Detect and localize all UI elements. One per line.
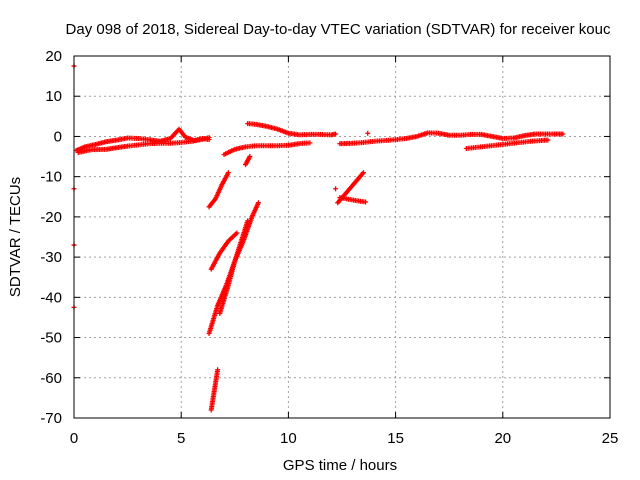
data-point xyxy=(333,131,339,137)
data-point xyxy=(225,170,231,176)
data-point xyxy=(545,137,551,143)
x-tick-label: 15 xyxy=(387,430,404,447)
data-point xyxy=(255,200,261,206)
y-tick-label: -40 xyxy=(40,289,62,306)
y-tick-label: -70 xyxy=(40,410,62,427)
chart-title: Day 098 of 2018, Sidereal Day-to-day VTE… xyxy=(66,21,611,38)
plot-frame xyxy=(73,55,611,419)
y-tick-label: -60 xyxy=(40,370,62,387)
y-tick-label: -30 xyxy=(40,249,62,266)
data-point xyxy=(307,140,313,146)
data-point xyxy=(234,230,240,236)
y-tick-label: -10 xyxy=(40,169,62,186)
data-point xyxy=(360,170,366,176)
data-point xyxy=(333,186,339,192)
series-main-mid-lower xyxy=(221,140,311,158)
series-descent-d xyxy=(217,220,250,316)
data-point xyxy=(245,218,251,224)
series-descent-e xyxy=(208,368,220,413)
series-short-rise xyxy=(243,155,252,168)
data-point xyxy=(215,367,221,373)
x-tick-label: 25 xyxy=(602,430,619,447)
y-tick-label: 0 xyxy=(54,128,62,145)
y-axis-label: SDTVAR / TECUs xyxy=(7,177,24,297)
plot-points xyxy=(71,63,566,413)
series-main-late xyxy=(337,130,564,147)
y-ticks: 20 10 0 -10 -20 -30 -40 -50 -60 -70 xyxy=(40,48,610,427)
y-tick-label: -50 xyxy=(40,330,62,347)
y-tick-label: 20 xyxy=(45,48,62,65)
y-tick-label: 10 xyxy=(45,88,62,105)
x-tick-label: 5 xyxy=(177,430,185,447)
series-cluster-13h xyxy=(335,171,365,206)
data-point xyxy=(363,199,369,205)
data-point xyxy=(365,130,371,136)
x-axis-label: GPS time / hours xyxy=(283,457,397,474)
series-descent-b xyxy=(208,231,239,272)
x-tick-label: 20 xyxy=(494,430,511,447)
series-main-early-lower xyxy=(75,135,210,156)
series-main-early-upper xyxy=(73,126,210,154)
series-descent-a xyxy=(206,171,231,210)
data-point xyxy=(206,135,212,141)
x-tick-label: 10 xyxy=(280,430,297,447)
y-tick-label: -20 xyxy=(40,209,62,226)
data-point xyxy=(560,131,566,137)
x-tick-label: 0 xyxy=(70,430,78,447)
data-point xyxy=(247,154,253,160)
